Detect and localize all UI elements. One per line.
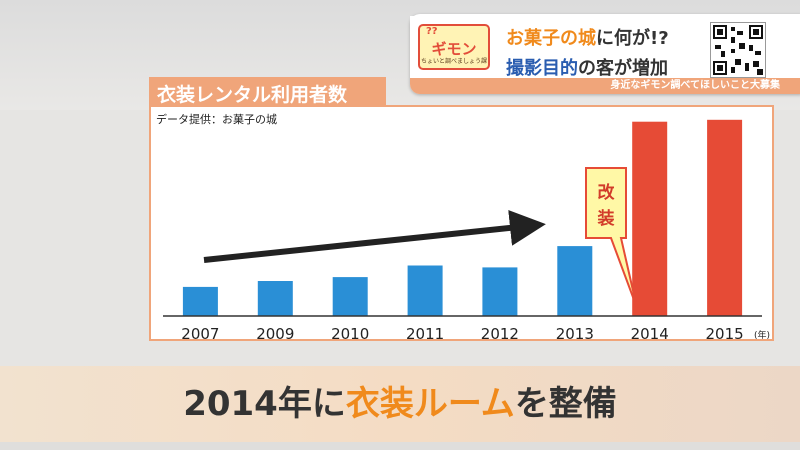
bar-2009 [257,281,293,316]
banner-strip: 身近なギモン調べてほしいこと大募集 [410,78,800,94]
x-tick-2012: 2012 [481,325,519,343]
caption-part-1: 2014年に [183,384,346,424]
caption-text: 2014年に衣装ルームを整備 [0,366,800,442]
x-tick-2007: 2007 [181,325,219,343]
logo-text: ギモン [431,40,477,58]
chart-title-box: 衣装レンタル利用者数 [149,77,386,106]
caption-band: 2014年に衣装ルームを整備 [0,366,800,442]
bar-2010 [332,277,368,316]
renovation-callout: 改 装 [585,167,638,309]
chart-panel [149,105,774,341]
chart-source: データ提供：お菓子の城 [156,113,277,126]
bar-2013 [557,246,593,316]
banner-title: お菓子の城に何が!? [506,24,669,50]
x-tick-2015: 2015 [706,325,744,343]
qr-code-icon [710,22,766,78]
caption-part-3: を整備 [514,384,617,424]
bar-2014 [632,121,668,316]
callout-char-2: 装 [597,208,615,229]
caption-highlight: 衣装ルーム [345,384,515,424]
bar-2011 [407,265,443,316]
x-tick-2014: 2014 [631,325,669,343]
logo-frame: ?? ギモン ちょいと調べましょう課 [418,24,490,70]
logo-question-marks: ?? [426,26,438,37]
bar-2007 [182,286,218,316]
banner-title-rest: に何が!? [596,28,669,49]
banner-subtitle: 撮影目的の客が増加 [506,54,668,80]
bar-2015 [707,119,743,316]
logo-subtext: ちょいと調べましょう課 [420,58,487,65]
x-tick-2010: 2010 [331,325,369,343]
trend-arrow-icon [203,209,546,263]
callout-char-1: 改 [598,182,616,203]
bar-2012 [482,267,518,316]
chart-title: 衣装レンタル利用者数 [157,84,348,106]
bottom-border [0,442,800,450]
gimon-logo: ?? ギモン ちょいと調べましょう課 [410,16,492,78]
x-axis-unit: (年) [754,329,770,341]
banner-subtitle-rest: の客が増加 [578,58,668,79]
x-tick-2013: 2013 [556,325,594,343]
banner-title-highlight: お菓子の城 [506,28,596,49]
x-tick-2009: 2009 [256,325,294,343]
banner-strip-text: 身近なギモン調べてほしいこと大募集 [610,80,780,91]
banner-subtitle-highlight: 撮影目的 [506,58,578,79]
x-tick-2011: 2011 [406,325,444,343]
